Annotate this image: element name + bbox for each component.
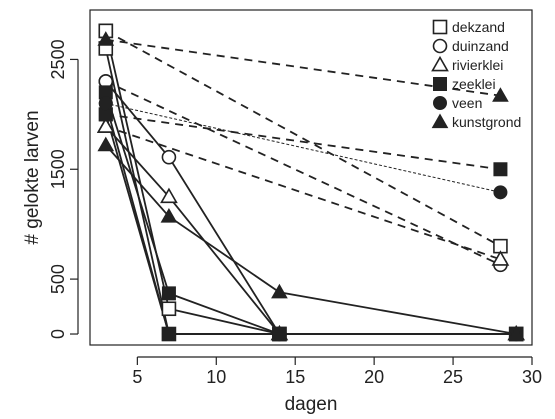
x-tick-label-10: 10 bbox=[206, 367, 226, 387]
point-dekzand-0-1 bbox=[161, 301, 177, 317]
legend-marker-zeeklei bbox=[433, 77, 447, 91]
point-kunstgrond-13-0 bbox=[97, 31, 115, 46]
legend-marker-duinzand bbox=[432, 38, 448, 54]
point-veen-10-1 bbox=[161, 327, 176, 342]
series-markers bbox=[96, 23, 526, 342]
legend-marker-rivierklei bbox=[431, 55, 449, 72]
point-rivierklei-6-1 bbox=[491, 250, 510, 266]
y-axis-title: # gelokte larven bbox=[22, 110, 43, 244]
x-tick-label-30: 30 bbox=[522, 367, 542, 387]
series-line-kunstgrond-12 bbox=[105, 144, 517, 335]
plot-border bbox=[89, 9, 533, 346]
legend-marker-dekzand bbox=[432, 19, 448, 35]
series-line-zeeklei-9 bbox=[105, 113, 501, 171]
y-tick-label-2500: 2500 bbox=[48, 39, 68, 79]
axes: 5 10 15 20 25 30 0 500 1500 2500 bbox=[48, 39, 542, 387]
legend-label-rivierklei: rivierklei bbox=[452, 57, 503, 73]
legend-marker-veen bbox=[433, 96, 447, 110]
x-axis-title: dagen bbox=[285, 394, 338, 415]
legend: dekzand duinzand rivierklei zeeklei veen kuns… bbox=[431, 19, 521, 130]
y-tick-label-500: 500 bbox=[48, 264, 68, 294]
series-line-veen-11 bbox=[105, 102, 501, 193]
x-tick-label-25: 25 bbox=[443, 367, 463, 387]
point-rivierklei-5-1 bbox=[160, 187, 178, 204]
x-tick-label-5: 5 bbox=[132, 367, 142, 387]
series-line-dekzand-2 bbox=[105, 30, 501, 247]
point-veen-11-1 bbox=[493, 185, 508, 200]
point-zeeklei-7-1 bbox=[161, 286, 176, 301]
point-kunstgrond-12-2 bbox=[271, 283, 288, 299]
y-tick-label-1500: 1500 bbox=[48, 149, 68, 189]
point-veen-11-0 bbox=[98, 96, 113, 111]
x-tick-label-20: 20 bbox=[364, 367, 384, 387]
y-tick-label-0: 0 bbox=[48, 329, 68, 339]
point-rivierklei-6-0 bbox=[96, 117, 115, 133]
point-kunstgrond-12-1 bbox=[160, 208, 178, 223]
legend-label-duinzand: duinzand bbox=[452, 38, 509, 54]
point-veen-10-2 bbox=[272, 327, 287, 342]
point-kunstgrond-12-0 bbox=[97, 136, 115, 152]
x-tick-label-15: 15 bbox=[285, 367, 305, 387]
legend-label-veen: veen bbox=[452, 95, 482, 111]
point-duinzand-3-1 bbox=[161, 149, 177, 165]
series-line-duinzand-4 bbox=[105, 80, 501, 266]
legend-label-kunstgrond: kunstgrond bbox=[452, 114, 521, 130]
series-lines bbox=[104, 30, 517, 335]
plot-frame bbox=[89, 9, 533, 346]
series-line-kunstgrond-13 bbox=[105, 38, 501, 97]
legend-marker-kunstgrond bbox=[431, 113, 449, 129]
series-line-veen-10 bbox=[104, 103, 517, 335]
point-kunstgrond-12-3 bbox=[507, 325, 525, 341]
point-zeeklei-9-1 bbox=[493, 162, 508, 177]
legend-label-zeeklei: zeeklei bbox=[452, 76, 496, 92]
point-kunstgrond-13-1 bbox=[492, 87, 509, 102]
legend-label-dekzand: dekzand bbox=[452, 19, 505, 35]
